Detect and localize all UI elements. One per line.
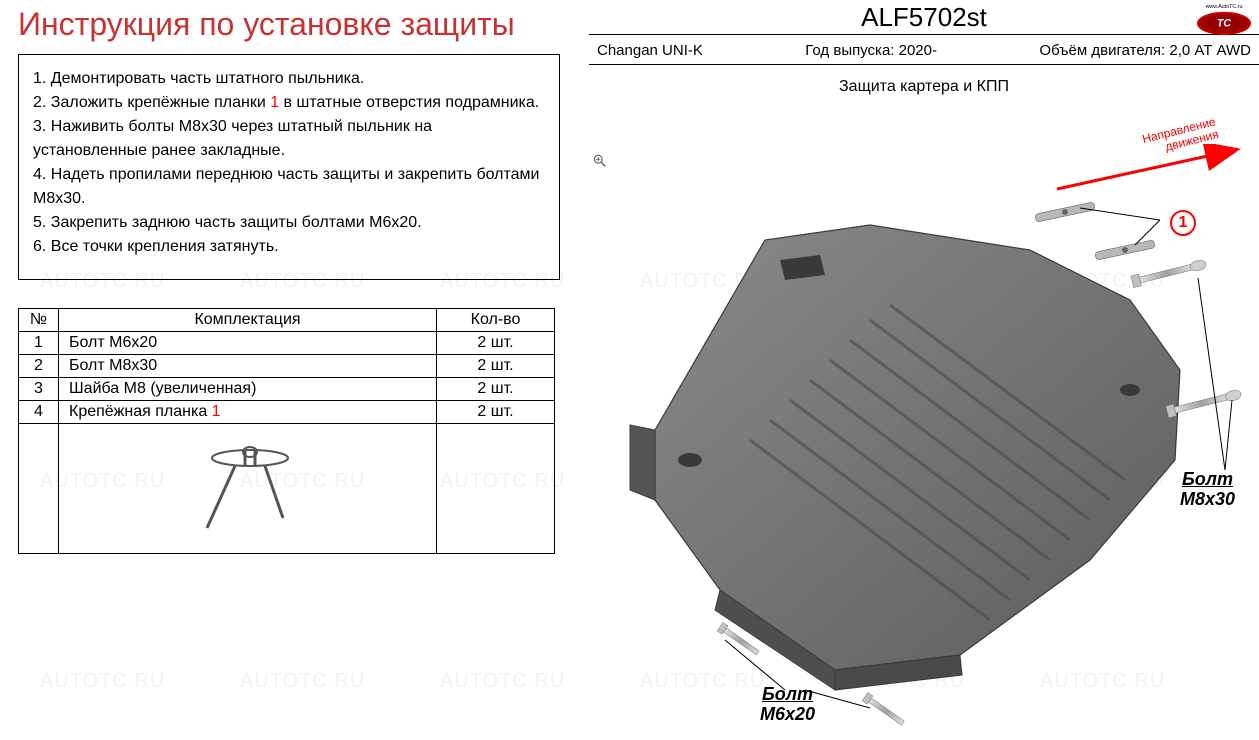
instruction-line: 2. Заложить крепёжные планки 1 в штатные… xyxy=(33,91,545,115)
instruction-line: 4. Надеть пропилами переднюю часть защит… xyxy=(33,163,545,211)
table-row: 1 Болт М6х20 2 шт. xyxy=(19,332,555,355)
bolt-m6-label: БолтМ6х20 xyxy=(760,685,815,725)
svg-text:TC: TC xyxy=(1217,17,1231,29)
skid-plate-body xyxy=(630,225,1180,690)
year: Год выпуска: 2020- xyxy=(805,42,937,59)
page-title: Инструкция по установке защиты xyxy=(18,6,515,43)
table-row: 2 Болт М8х30 2 шт. xyxy=(19,355,555,378)
bracket-group xyxy=(1035,202,1160,260)
table-row: 4 Крепёжная планка 1 2 шт. xyxy=(19,401,555,424)
table-row: 3 Шайба М8 (увеличенная) 2 шт. xyxy=(19,378,555,401)
watermark: AUTOTC.RU xyxy=(440,670,565,693)
vehicle-name: Changan UNI-K xyxy=(597,42,703,59)
engine: Объём двигателя: 2,0 АТ AWD xyxy=(1039,42,1251,59)
header-subtitle: Защита картера и КПП xyxy=(589,78,1259,96)
watermark: AUTOTC.RU xyxy=(40,670,165,693)
th-number: № xyxy=(19,309,59,332)
instruction-line: 5. Закрепить заднюю часть защиты болтами… xyxy=(33,211,545,235)
callout-1: 1 xyxy=(1170,210,1196,236)
skid-plate-diagram xyxy=(570,100,1259,740)
th-qty: Кол-во xyxy=(437,309,555,332)
logo-icon: TC www.AutoTC.ru xyxy=(1195,4,1253,36)
instructions-box: 1. Демонтировать часть штатного пыльника… xyxy=(18,54,560,280)
part-number: ALF5702st xyxy=(589,2,1259,33)
bolt-m8-label: БолтМ8х30 xyxy=(1180,470,1235,510)
instruction-line: 1. Демонтировать часть штатного пыльника… xyxy=(33,67,545,91)
bracket-sketch-icon xyxy=(195,440,305,535)
instruction-line: 6. Все точки крепления затянуть. xyxy=(33,235,545,259)
th-name: Комплектация xyxy=(59,309,437,332)
watermark: AUTOTC.RU xyxy=(240,670,365,693)
svg-text:www.AutoTC.ru: www.AutoTC.ru xyxy=(1206,4,1243,10)
instruction-line: 3. Наживить болты М8х30 через штатный пы… xyxy=(33,115,545,163)
